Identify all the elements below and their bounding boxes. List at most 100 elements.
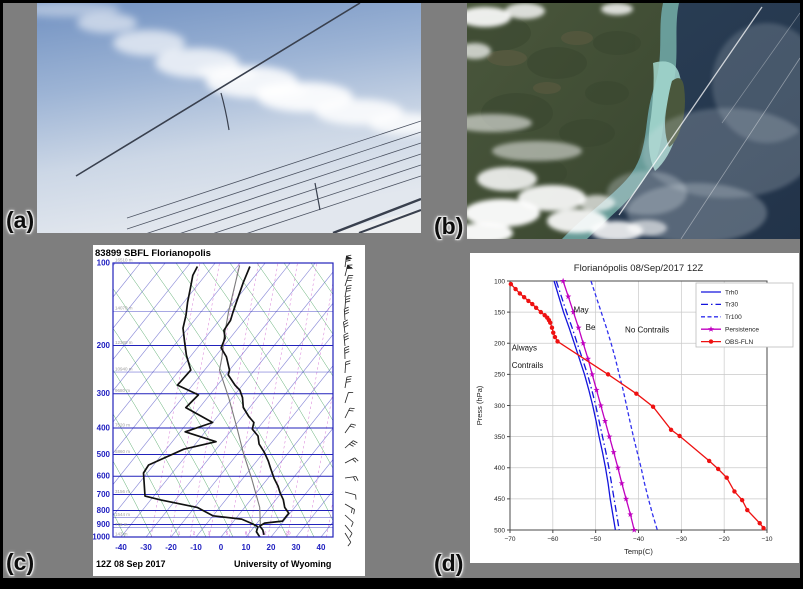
svg-text:300: 300 <box>494 403 505 410</box>
contrail-chart-plot: −70 −60 −50 −40 −30 −20 −10 100 150 200 250 300 350 4… <box>475 263 794 556</box>
svg-text:40: 40 <box>317 543 326 552</box>
svg-text:350: 350 <box>494 434 505 441</box>
svg-text:−50: −50 <box>590 536 601 543</box>
svg-text:10: 10 <box>242 543 251 552</box>
svg-text:Persistence: Persistence <box>725 327 759 334</box>
svg-text:3: 3 <box>208 531 211 536</box>
figure-background: (a) (b) 83899 SBFL Florianopolis 100 200 3… <box>3 3 800 578</box>
pressure-tick-labels: 100 200 300 400 500 600 700 800 900 1000 <box>93 259 111 542</box>
svg-text:OBS-FLN: OBS-FLN <box>725 339 753 346</box>
svg-text:2: 2 <box>193 531 196 536</box>
svg-text:400: 400 <box>494 465 505 472</box>
panel-b-satellite-photo <box>467 3 800 239</box>
series-Tr30 <box>555 280 620 531</box>
skewt-date-label: 12Z 08 Sep 2017 <box>96 559 166 569</box>
svg-text:500: 500 <box>97 450 111 459</box>
wind-barbs <box>343 254 359 547</box>
svg-text:-10: -10 <box>190 543 202 552</box>
x-axis-label: Temp(C) <box>624 547 653 556</box>
svg-text:900: 900 <box>97 520 111 529</box>
svg-text:3156 m: 3156 m <box>115 489 130 494</box>
svg-text:Tr100: Tr100 <box>725 314 742 321</box>
skewt-credit-label: University of Wyoming <box>234 559 332 569</box>
wire-bundle <box>126 120 421 233</box>
axis-ticks <box>507 280 768 533</box>
panel-a-sky-photo <box>37 3 421 233</box>
panel-c-label: (c) <box>6 549 35 575</box>
svg-text:450: 450 <box>494 496 505 503</box>
svg-text:May: May <box>574 306 589 315</box>
mixing-ratio-lines <box>150 263 333 537</box>
svg-text:300: 300 <box>97 389 111 398</box>
panel-d-contrail-chart: −70 −60 −50 −40 −30 −20 −10 100 150 200 250 300 350 4… <box>470 253 799 563</box>
series-Persistence <box>560 277 638 533</box>
svg-text:Be: Be <box>586 323 596 332</box>
annotations: May Be No Contrails Always Contrails <box>512 306 669 370</box>
svg-text:−20: −20 <box>719 536 730 543</box>
svg-text:9680 m: 9680 m <box>115 388 130 393</box>
svg-text:1: 1 <box>178 531 181 536</box>
satellite-coast-photo <box>467 3 800 239</box>
panel-c-skewt: 83899 SBFL Florianopolis 100 200 300 400 500… <box>93 245 365 576</box>
svg-text:776 m: 776 m <box>115 522 128 527</box>
skewt-border <box>112 262 334 538</box>
svg-text:200: 200 <box>97 341 111 350</box>
temp-tick-labels: -40 -30 -20 -10 0 10 20 30 40 <box>115 543 326 552</box>
skewt-station-title: 83899 SBFL Florianopolis <box>95 248 211 259</box>
svg-text:700: 700 <box>97 490 111 499</box>
chart-title: Florianópolis 08/Sep/2017 12Z <box>574 263 704 274</box>
panel-a-label: (a) <box>6 207 35 233</box>
svg-text:1000: 1000 <box>93 533 111 542</box>
y-axis-label: Press (hPa) <box>475 385 484 425</box>
height-labels: 16510 m 14070 m 12380 m 10940 m 9680 m 7520 m… <box>115 258 133 537</box>
svg-text:12380 m: 12380 m <box>115 340 133 345</box>
svg-text:400: 400 <box>97 423 111 432</box>
svg-text:600: 600 <box>97 472 111 481</box>
ocean-haze <box>607 23 800 239</box>
svg-text:Contrails: Contrails <box>512 361 544 370</box>
series-Tr100 <box>590 280 658 531</box>
power-line <box>75 3 361 177</box>
svg-text:-20: -20 <box>165 543 177 552</box>
dewpoint-curve <box>142 266 261 537</box>
svg-text:−30: −30 <box>676 536 687 543</box>
svg-text:20: 20 <box>285 531 291 536</box>
svg-text:250: 250 <box>494 372 505 379</box>
series-Trh0 <box>553 280 617 531</box>
svg-text:100: 100 <box>97 259 111 268</box>
temperature-curve <box>220 266 290 536</box>
svg-text:−10: −10 <box>761 536 772 543</box>
svg-text:200: 200 <box>494 341 505 348</box>
contrail-cloud <box>37 3 421 135</box>
svg-text:−40: −40 <box>633 536 644 543</box>
svg-text:Trh0: Trh0 <box>725 289 739 296</box>
svg-text:10940 m: 10940 m <box>115 367 133 372</box>
panel-d-label: (d) <box>434 550 464 576</box>
svg-text:−60: −60 <box>547 536 558 543</box>
contrail-streaks <box>618 6 800 239</box>
svg-text:Always: Always <box>512 344 537 353</box>
svg-text:5: 5 <box>226 531 229 536</box>
svg-text:No Contrails: No Contrails <box>625 326 669 335</box>
svg-text:800: 800 <box>97 506 111 515</box>
svg-text:16510 m: 16510 m <box>115 258 133 263</box>
svg-text:7520 m: 7520 m <box>115 422 130 427</box>
legend: Trh0 Tr30 Tr100 Persistence OBS-FLN <box>695 282 794 348</box>
roof-corner <box>329 209 421 233</box>
svg-text:150: 150 <box>494 309 505 316</box>
svg-text:-40: -40 <box>115 543 127 552</box>
svg-text:0: 0 <box>219 543 224 552</box>
axis-tick-labels: −70 −60 −50 −40 −30 −20 −10 100 150 200 250 300 350 4… <box>494 278 773 543</box>
series-OBS-FLN <box>508 281 766 531</box>
svg-text:−70: −70 <box>504 536 515 543</box>
svg-text:Tr30: Tr30 <box>725 302 739 309</box>
svg-text:30: 30 <box>292 543 301 552</box>
svg-text:14070 m: 14070 m <box>115 306 133 311</box>
svg-text:143 m: 143 m <box>115 532 128 537</box>
clouds <box>467 3 667 239</box>
svg-text:20: 20 <box>267 543 276 552</box>
panel-b-label: (b) <box>434 213 464 239</box>
sky-contrail-photo <box>37 3 421 233</box>
